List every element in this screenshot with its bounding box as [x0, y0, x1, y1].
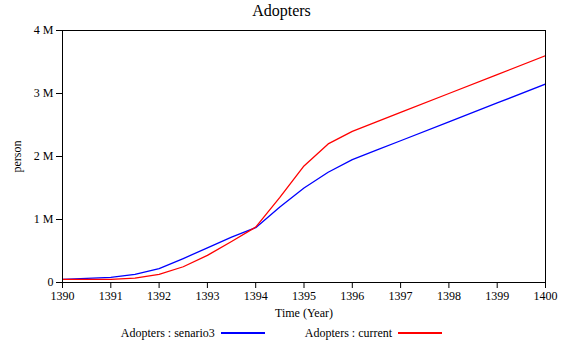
html-text:Adopters : current: Adopters : current	[304, 325, 393, 340]
svg-text:4 M: 4 M	[34, 23, 54, 37]
svg-text:1 M: 1 M	[34, 212, 54, 226]
svg-text:1393: 1393	[195, 289, 219, 303]
svg-text:0: 0	[48, 275, 54, 289]
svg-text:1394: 1394	[244, 289, 268, 303]
html-text:Adopters : senario3: Adopters : senario3	[120, 325, 215, 340]
svg-text:2 M: 2 M	[34, 149, 54, 163]
svg-text:1397: 1397	[389, 289, 413, 303]
html-text:Adopters: Adopters	[252, 2, 311, 19]
svg-text:Time (Year): Time (Year)	[275, 306, 333, 320]
svg-text:1398: 1398	[437, 289, 461, 303]
svg-text:1396: 1396	[340, 289, 364, 303]
svg-text:3 M: 3 M	[34, 86, 54, 100]
svg-text:1400: 1400	[534, 289, 558, 303]
svg-text:person: person	[10, 141, 24, 173]
svg-text:1395: 1395	[292, 289, 316, 303]
svg-text:1392: 1392	[147, 289, 171, 303]
svg-text:1391: 1391	[99, 289, 123, 303]
svg-text:1390: 1390	[51, 289, 75, 303]
svg-text:1399: 1399	[485, 289, 509, 303]
